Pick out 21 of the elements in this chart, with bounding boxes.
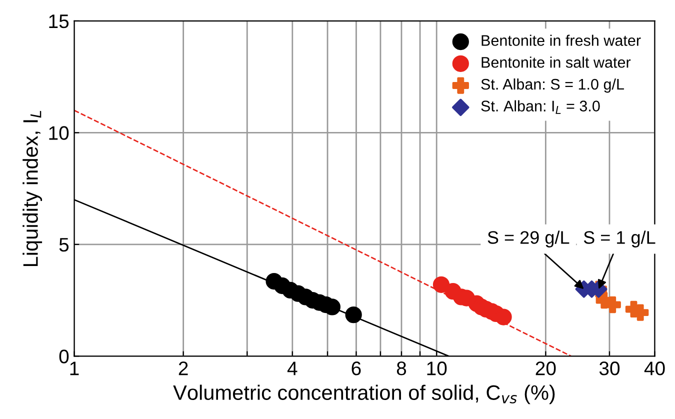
y-tick-label: 10 xyxy=(49,126,69,140)
legend-label: St. Alban: I$_{L}$ = 3.0 xyxy=(481,100,600,114)
legend-label: St. Alban: S = 1.0 g/L xyxy=(481,78,624,93)
x-tick-label: 8 xyxy=(396,362,406,376)
x-tick-label: 4 xyxy=(287,362,298,376)
y-tick-label: 5 xyxy=(59,238,69,252)
x-tick-label: 1 xyxy=(70,362,79,376)
y-tick-label: 15 xyxy=(49,14,69,28)
y-axis-title: Liquidity index, I$_{L}$ xyxy=(22,110,42,266)
x-tick-label: 20 xyxy=(536,362,556,376)
legend-label: Bentonite in fresh water xyxy=(482,34,641,46)
x-tick-label: 2 xyxy=(178,362,188,376)
x-tick-label: 40 xyxy=(644,362,665,376)
x-tick-label: 30 xyxy=(599,362,620,376)
y-tick-label: 0 xyxy=(59,350,69,364)
x-tick-label: 10 xyxy=(427,362,447,376)
x-tick-label: 6 xyxy=(352,362,361,376)
annotation: S = 1 g/L xyxy=(584,230,656,248)
x-axis-title: Volumetric concentration of solid, C$_{vs}$ (%) xyxy=(173,384,555,404)
annotation: S = 29 g/L xyxy=(488,230,570,248)
legend-label: Bentonite in salt water xyxy=(482,56,631,68)
